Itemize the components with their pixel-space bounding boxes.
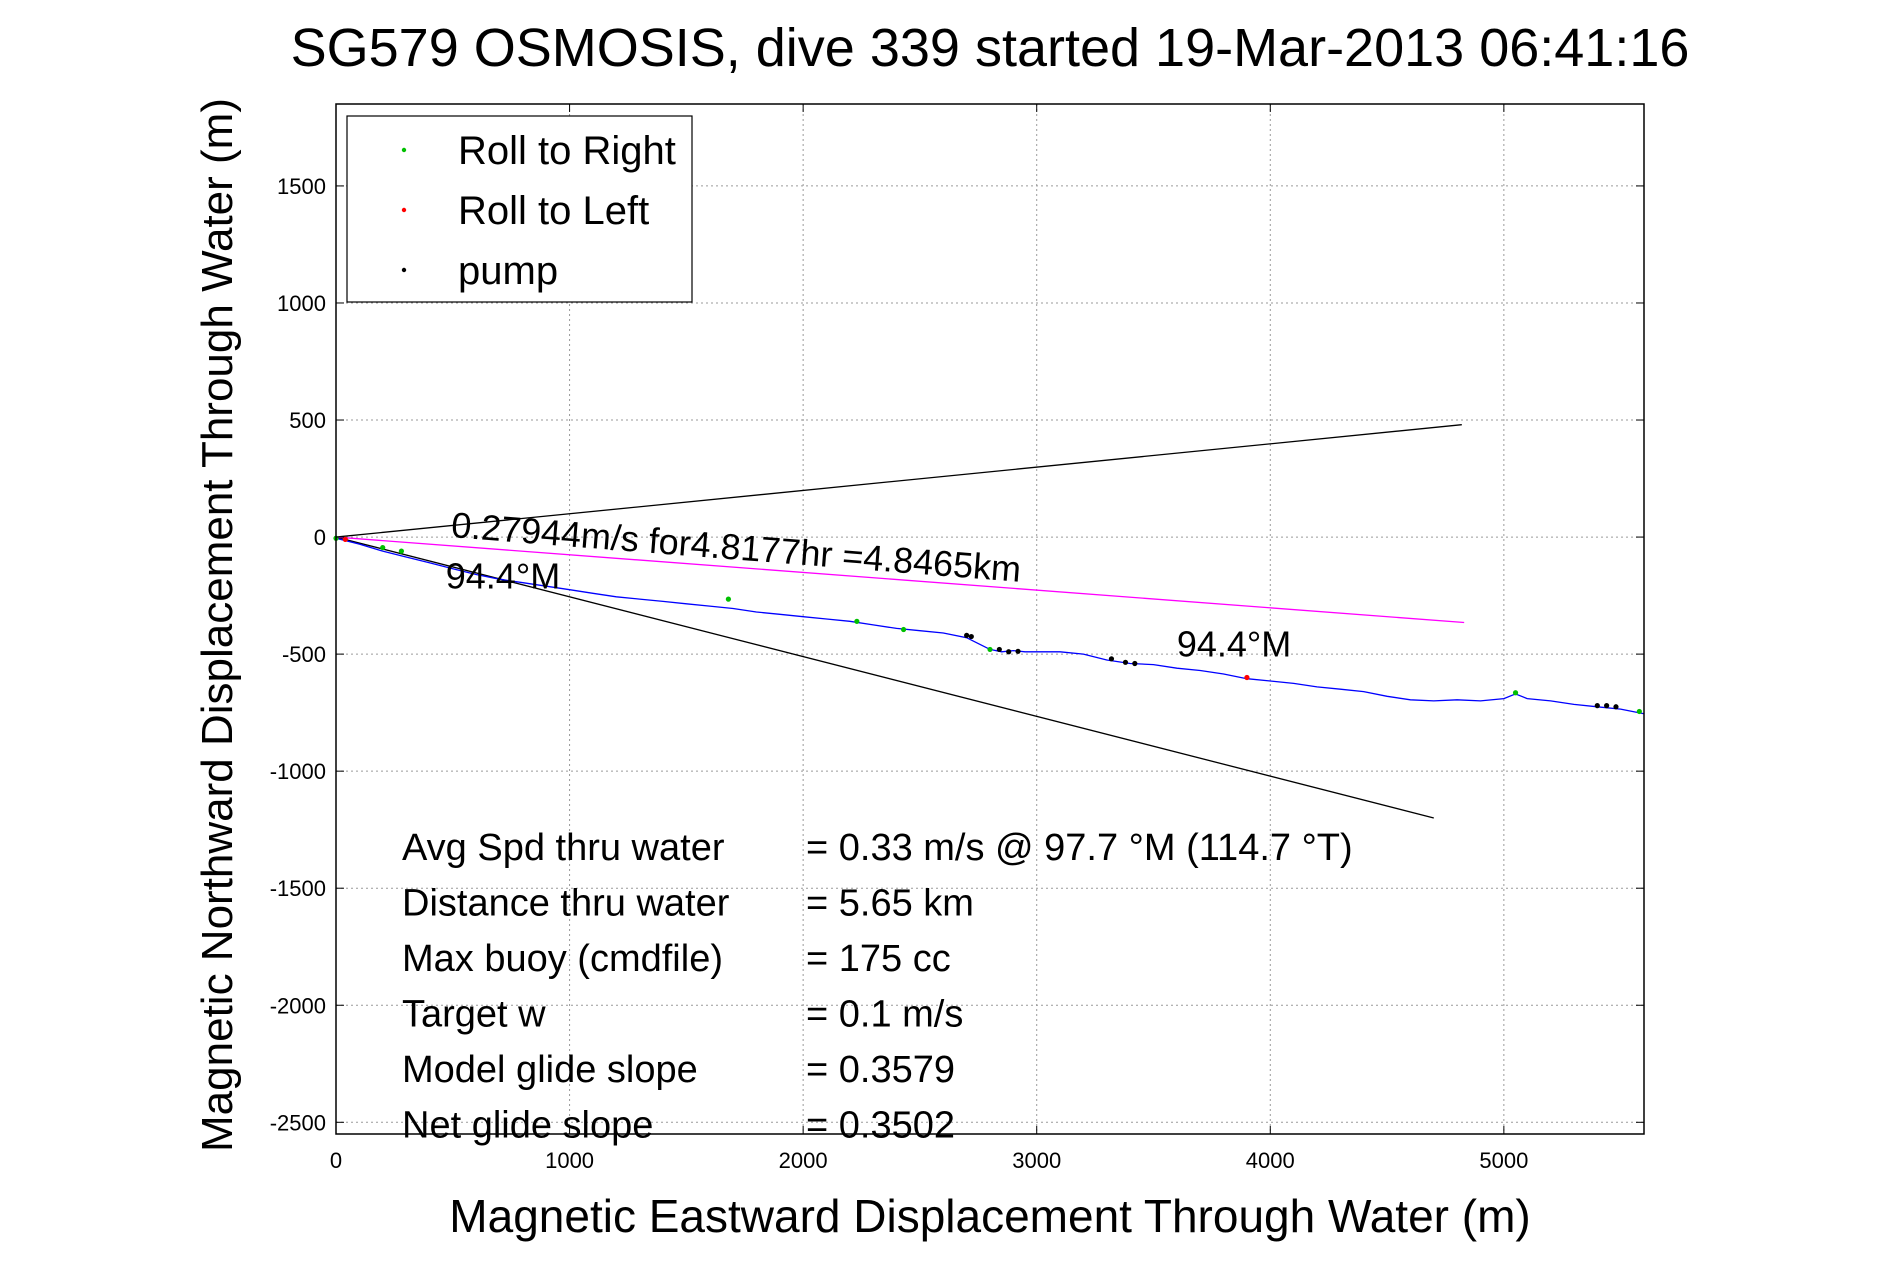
roll-right-marker [900, 626, 907, 633]
x-tick-label: 0 [330, 1148, 342, 1173]
glider-track [335, 537, 1645, 715]
x-tick-label: 1000 [545, 1148, 594, 1173]
roll-right-marker [854, 618, 860, 624]
legend-entry-pump-marker [401, 267, 407, 273]
track-line [335, 537, 1645, 715]
stat-label: Max buoy (cmdfile) [402, 938, 723, 980]
stat-label: Target w [402, 994, 546, 1036]
roll-right-marker [1512, 690, 1519, 696]
x-axis-label: Magnetic Eastward Displacement Through W… [449, 1190, 1530, 1242]
y-tick-label: -1500 [270, 876, 326, 901]
y-tick-label: -1000 [270, 759, 326, 784]
stat-value: = 0.3579 [806, 1049, 955, 1091]
reference-line [335, 536, 1434, 819]
legend-entry-pump: pump [458, 249, 558, 293]
x-tick-label: 5000 [1479, 1148, 1528, 1173]
roll-right-marker [1636, 708, 1642, 715]
track-markers [333, 535, 1642, 715]
pump-marker [1006, 649, 1012, 655]
y-tick-label: 1000 [277, 291, 326, 316]
pump-marker [968, 633, 974, 640]
y-tick-label: -2000 [270, 993, 326, 1018]
stat-value: = 175 cc [806, 938, 951, 980]
roll-right-marker [398, 548, 404, 554]
chart-title: SG579 OSMOSIS, dive 339 started 19-Mar-2… [291, 18, 1690, 78]
pump-marker [1108, 656, 1115, 662]
annotation-label: 94.4°M [446, 556, 560, 597]
x-tick-label: 4000 [1246, 1148, 1295, 1173]
y-tick-label: 1500 [277, 174, 326, 199]
y-tick-label: 0 [314, 525, 326, 550]
reference-line [335, 536, 1465, 624]
stat-label: Model glide slope [402, 1049, 698, 1091]
y-tick-label: -500 [282, 642, 326, 667]
legend-entry-roll-left: Roll to Left [458, 189, 649, 233]
pump-marker [996, 646, 1002, 653]
roll-left-marker [342, 536, 348, 543]
plot-frame [335, 103, 1645, 1135]
pump-marker [1015, 648, 1021, 654]
roll-left-marker [1244, 674, 1250, 681]
roll-right-marker [380, 545, 386, 551]
legend-entry-roll-right-marker [401, 147, 407, 153]
pump-marker [1122, 659, 1129, 665]
reference-line [335, 424, 1462, 538]
axis-ticks: 0 1000 2000 3000 4000 5000150010005000-500-10… [270, 104, 1644, 1173]
stat-value: = 5.65 km [806, 883, 974, 925]
y-tick-label: 500 [289, 408, 326, 433]
x-tick-label: 2000 [779, 1148, 828, 1173]
legend: Roll to Right Roll to Left pump [346, 115, 693, 303]
pump-marker [1613, 704, 1619, 710]
roll-right-marker [725, 596, 732, 602]
roll-right-marker [987, 646, 993, 653]
stat-value: = 0.3502 [806, 1105, 955, 1147]
reference-lines [335, 424, 1465, 819]
stat-value: = 0.1 m/s [806, 994, 963, 1036]
legend-entry-roll-right: Roll to Right [458, 129, 676, 173]
legend-entry-roll-left-marker [401, 207, 407, 213]
y-tick-label: -2500 [270, 1110, 326, 1135]
pump-marker [1132, 660, 1138, 667]
stat-label: Avg Spd thru water [402, 827, 725, 869]
pump-marker [1604, 703, 1610, 709]
stat-label: Distance thru water [402, 883, 730, 925]
dive-statistics: Avg Spd thru water = 0.33 m/s @ 97.7 °M (… [402, 827, 1353, 1147]
y-axis-label: Magnetic Northward Displacement Through … [193, 98, 242, 1152]
x-tick-label: 3000 [1012, 1148, 1061, 1173]
pump-marker [1594, 703, 1600, 709]
stat-value: = 0.33 m/s @ 97.7 °M (114.7 °T) [806, 827, 1353, 869]
stat-label: Net glide slope [402, 1105, 653, 1147]
annotation-label: 94.4°M [1177, 623, 1291, 664]
pump-marker [964, 632, 970, 638]
